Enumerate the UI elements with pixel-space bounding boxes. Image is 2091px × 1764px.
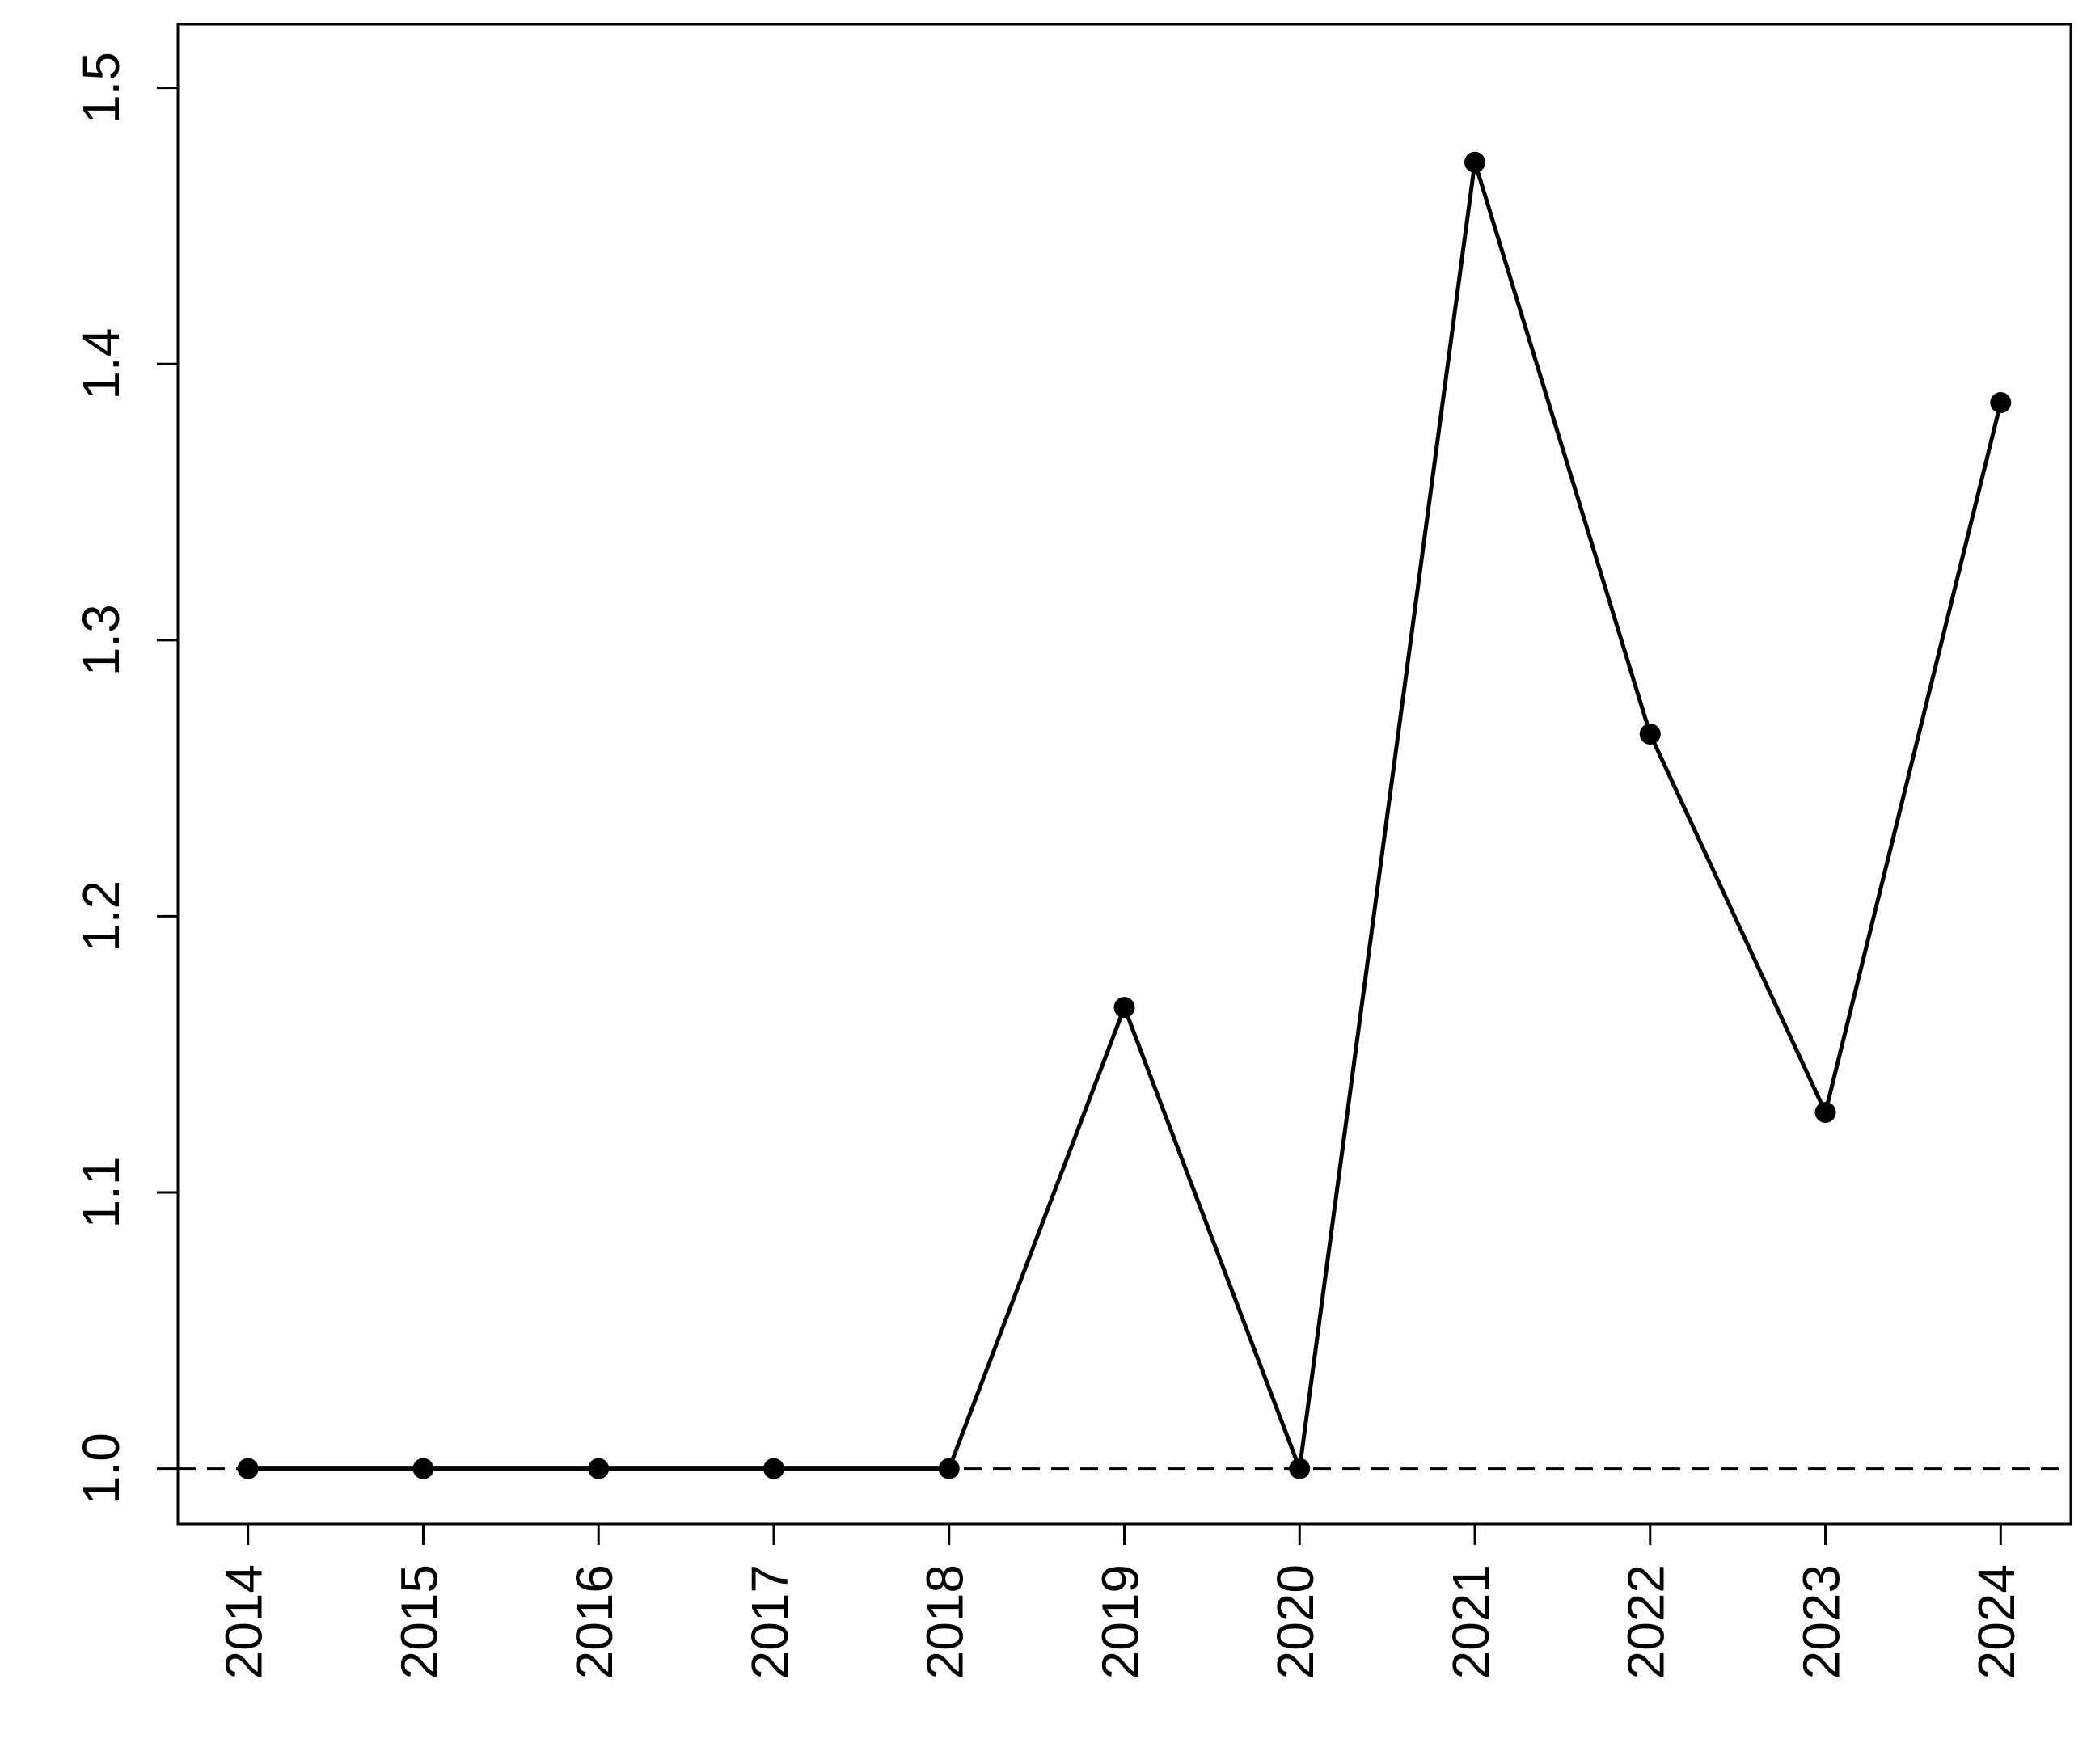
data-point: [1814, 1101, 1836, 1123]
y-tick-label: 1.5: [72, 52, 130, 124]
data-point: [1990, 392, 2012, 414]
y-tick-label: 1.1: [72, 1157, 130, 1229]
y-tick-label: 1.0: [72, 1433, 130, 1504]
x-tick-label: 2020: [1266, 1564, 1324, 1679]
data-point: [762, 1458, 784, 1479]
data-point: [1289, 1458, 1311, 1479]
x-tick-label: 2016: [565, 1564, 623, 1679]
plot-frame: [176, 23, 2072, 1526]
x-tick-label: 2023: [1792, 1564, 1850, 1679]
x-tick-label: 2014: [215, 1564, 273, 1679]
data-line: [247, 160, 2003, 1471]
x-tick-label: 2019: [1091, 1564, 1149, 1679]
data-point: [412, 1458, 434, 1479]
data-point: [938, 1458, 960, 1479]
data-point: [1639, 723, 1661, 745]
data-point: [1464, 151, 1486, 173]
x-tick-label: 2024: [1967, 1564, 2026, 1679]
data-point: [588, 1458, 610, 1479]
x-tick-label: 2015: [390, 1564, 448, 1679]
y-tick-label: 1.3: [72, 604, 130, 676]
x-tick-label: 2018: [916, 1564, 974, 1679]
data-point: [1113, 997, 1135, 1019]
x-tick-label: 2022: [1617, 1564, 1675, 1679]
y-tick-label: 1.4: [72, 328, 130, 400]
x-tick-label: 2021: [1442, 1564, 1500, 1679]
y-tick-label: 1.2: [72, 880, 130, 952]
data-point: [237, 1458, 259, 1479]
x-tick-label: 2017: [741, 1564, 799, 1679]
